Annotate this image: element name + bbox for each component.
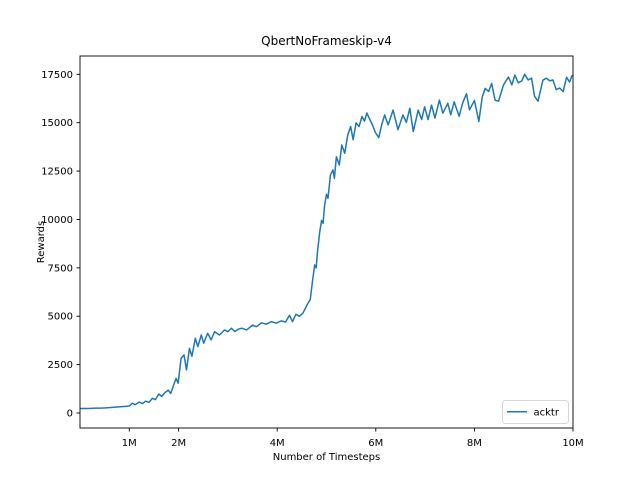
chart-title: QbertNoFrameskip-v4 (261, 34, 392, 48)
x-tick-label-6M: 6M (368, 438, 383, 449)
legend-box (502, 400, 569, 424)
plot-frame (79, 55, 574, 429)
y-tick-label-17500: 17500 (41, 70, 73, 81)
y-tick-label-7500: 7500 (48, 263, 73, 274)
acktr-series-line (80, 73, 573, 410)
x-tick-label-2M: 2M (171, 438, 186, 449)
y-tick-label-0: 0 (67, 409, 73, 420)
y-axis-label: Rewards (36, 221, 47, 263)
x-tick-label-4M: 4M (270, 438, 285, 449)
legend-label-acktr: acktr (534, 408, 560, 419)
x-axis-ticks: 1M 2M 4M 6M 8M 10M (122, 428, 584, 449)
x-axis-label: Number of Timesteps (273, 452, 380, 463)
y-tick-label-12500: 12500 (41, 167, 73, 178)
y-tick-label-2500: 2500 (48, 360, 73, 371)
y-axis-ticks: 0 2500 5000 7500 10000 12500 15000 17500 (41, 70, 80, 420)
y-tick-label-10000: 10000 (41, 215, 73, 226)
y-tick-label-15000: 15000 (41, 118, 73, 129)
x-tick-label-1M: 1M (122, 438, 137, 449)
x-tick-label-10M: 10M (562, 438, 583, 449)
x-tick-label-8M: 8M (467, 438, 482, 449)
legend: acktr (502, 400, 569, 424)
y-tick-label-5000: 5000 (48, 312, 73, 323)
